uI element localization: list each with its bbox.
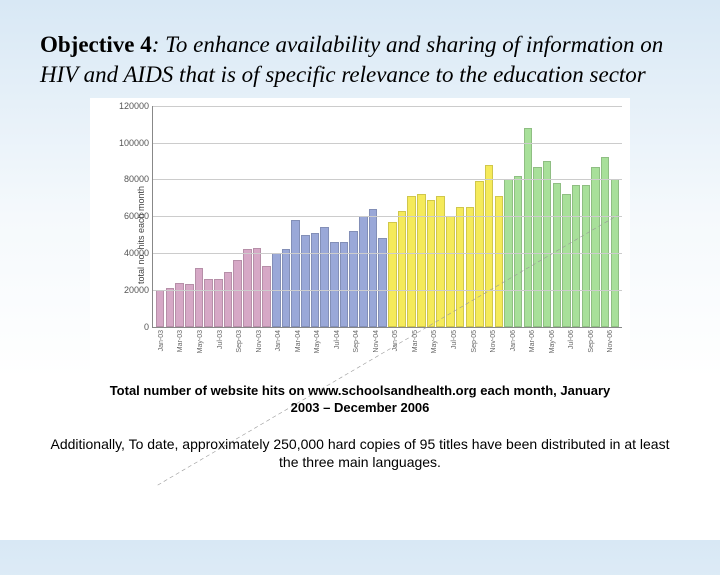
x-tick-label: Jan-06 — [510, 330, 517, 351]
bar — [446, 216, 454, 327]
y-tick-label: 20000 — [111, 285, 149, 295]
grid-line — [153, 143, 622, 144]
footer-text: Additionally, To date, approximately 250… — [50, 435, 670, 473]
x-tick-label: Sep-04 — [353, 330, 360, 353]
x-tick-label: Nov-04 — [373, 330, 380, 353]
x-tick-label: Mar-04 — [295, 330, 302, 352]
bar — [253, 248, 261, 327]
bar — [204, 279, 212, 327]
page-heading: Objective 4: To enhance availability and… — [40, 30, 680, 90]
x-tick-label: Jan-03 — [158, 330, 165, 351]
x-tick-label: Sep-03 — [236, 330, 243, 353]
x-tick-label: May-03 — [197, 330, 204, 353]
bar — [456, 207, 464, 327]
x-tick-label: Mar-03 — [177, 330, 184, 352]
x-tick-label: Sep-05 — [471, 330, 478, 353]
y-tick-label: 0 — [111, 322, 149, 332]
x-tick-label: May-05 — [431, 330, 438, 353]
bar — [553, 183, 561, 327]
bar — [359, 216, 367, 327]
bar — [601, 157, 609, 326]
bar — [591, 167, 599, 327]
y-tick-label: 120000 — [111, 101, 149, 111]
bar — [427, 200, 435, 327]
bar — [378, 238, 386, 326]
bar — [572, 185, 580, 327]
x-tick-label: Mar-05 — [412, 330, 419, 352]
heading-bold: Objective 4 — [40, 32, 152, 57]
bar — [582, 185, 590, 327]
bar — [388, 222, 396, 327]
x-tick-label: May-06 — [549, 330, 556, 353]
bar — [282, 249, 290, 326]
chart-container: total no. hits each month 02000040000600… — [90, 98, 630, 373]
y-tick-label: 100000 — [111, 138, 149, 148]
bar — [340, 242, 348, 327]
x-tick-label: May-04 — [314, 330, 321, 353]
chart-caption: Total number of website hits on www.scho… — [100, 383, 620, 417]
bar — [524, 128, 532, 327]
bar — [291, 220, 299, 327]
x-tick-label: Nov-03 — [256, 330, 263, 353]
x-tick-label: Mar-06 — [529, 330, 536, 352]
bar — [533, 167, 541, 327]
bar — [311, 233, 319, 327]
x-tick-label: Sep-06 — [588, 330, 595, 353]
bar — [233, 260, 241, 326]
bar — [543, 161, 551, 327]
bar — [485, 165, 493, 327]
plot-area: 020000400006000080000100000120000Jan-03M… — [152, 106, 622, 328]
x-tick-label: Jul-03 — [217, 330, 224, 349]
bar — [398, 211, 406, 327]
x-tick-label: Nov-06 — [607, 330, 614, 353]
grid-line — [153, 216, 622, 217]
bar — [330, 242, 338, 327]
bar — [156, 290, 164, 327]
bar — [369, 209, 377, 327]
y-tick-label: 40000 — [111, 248, 149, 258]
bar — [214, 279, 222, 327]
bar — [514, 176, 522, 327]
bar — [166, 288, 174, 327]
y-axis-label: total no. hits each month — [136, 186, 146, 284]
x-tick-label: Jul-06 — [568, 330, 575, 349]
x-tick-label: Jul-05 — [451, 330, 458, 349]
bar — [349, 231, 357, 327]
y-tick-label: 80000 — [111, 174, 149, 184]
bar — [466, 207, 474, 327]
bar — [320, 227, 328, 326]
grid-line — [153, 253, 622, 254]
x-tick-label: Jul-04 — [334, 330, 341, 349]
bar — [301, 235, 309, 327]
x-tick-label: Jan-05 — [392, 330, 399, 351]
bar — [562, 194, 570, 327]
x-tick-label: Jan-04 — [275, 330, 282, 351]
bar — [195, 268, 203, 327]
grid-line — [153, 179, 622, 180]
grid-line — [153, 290, 622, 291]
bar — [262, 266, 270, 327]
bar — [243, 249, 251, 326]
y-tick-label: 60000 — [111, 211, 149, 221]
grid-line — [153, 106, 622, 107]
bar — [224, 272, 232, 327]
bar — [417, 194, 425, 327]
x-tick-label: Nov-05 — [490, 330, 497, 353]
